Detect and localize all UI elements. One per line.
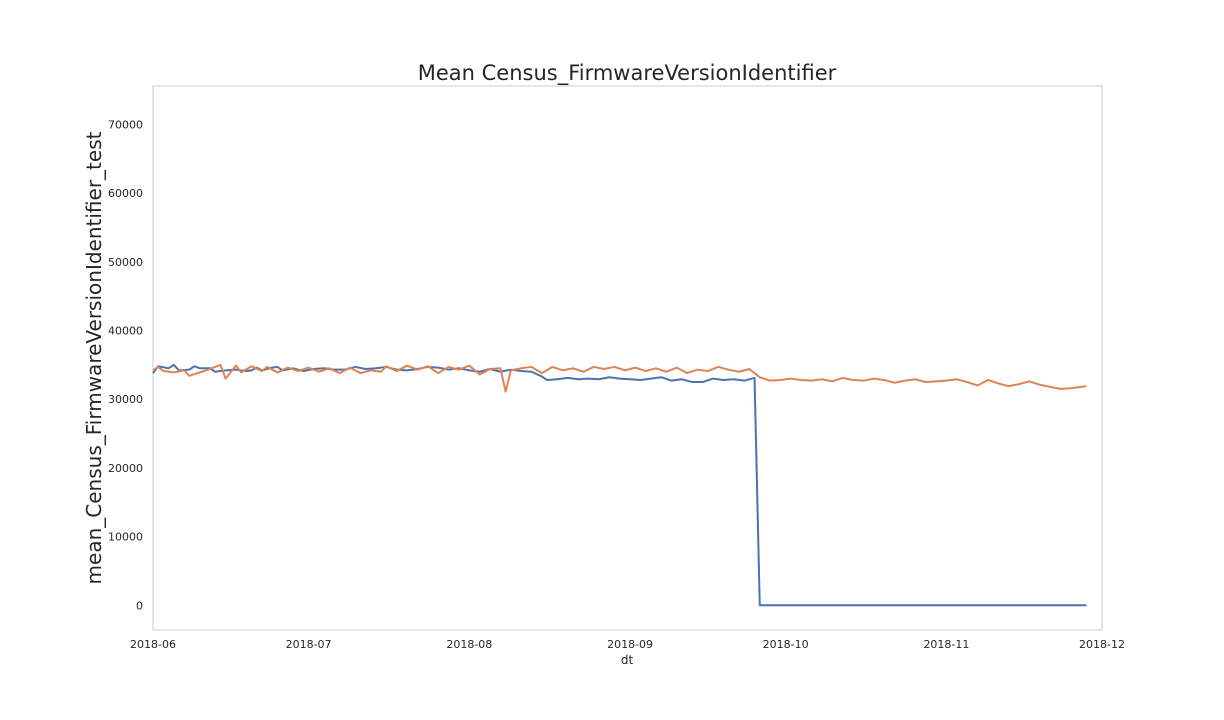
series-line-1 bbox=[152, 363, 1087, 393]
series-group bbox=[152, 363, 1087, 607]
y-tick-label: 40000 bbox=[108, 325, 143, 338]
x-axis-label: dt bbox=[621, 653, 634, 667]
y-tick-label: 30000 bbox=[108, 393, 143, 406]
plot-frame bbox=[152, 85, 1103, 631]
x-tick-label: 2018-12 bbox=[1079, 638, 1125, 651]
x-tick-label: 2018-08 bbox=[446, 638, 492, 651]
y-axis-ticks: 0 10000 20000 30000 40000 50000 60000 70000 bbox=[108, 118, 143, 612]
y-tick-label: 50000 bbox=[108, 256, 143, 269]
y-tick-label: 20000 bbox=[108, 462, 143, 475]
y-axis-label: mean_Census_FirmwareVersionIdentifier_te… bbox=[82, 131, 106, 584]
series-line-0 bbox=[152, 363, 1087, 607]
x-tick-label: 2018-11 bbox=[923, 638, 969, 651]
x-axis-ticks: 2018-06 2018-07 2018-08 2018-09 2018-10 2018-… bbox=[130, 638, 1125, 651]
x-tick-label: 2018-07 bbox=[286, 638, 332, 651]
y-tick-label: 60000 bbox=[108, 187, 143, 200]
x-tick-label: 2018-09 bbox=[607, 638, 653, 651]
y-tick-label: 70000 bbox=[108, 118, 143, 131]
x-tick-label: 2018-06 bbox=[130, 638, 176, 651]
plot-area: 0 10000 20000 30000 40000 50000 60000 70000 201… bbox=[108, 85, 1125, 651]
y-tick-label: 0 bbox=[136, 599, 143, 612]
chart-title: Mean Census_FirmwareVersionIdentifier bbox=[418, 61, 837, 86]
y-tick-label: 10000 bbox=[108, 531, 143, 544]
x-tick-label: 2018-10 bbox=[763, 638, 809, 651]
